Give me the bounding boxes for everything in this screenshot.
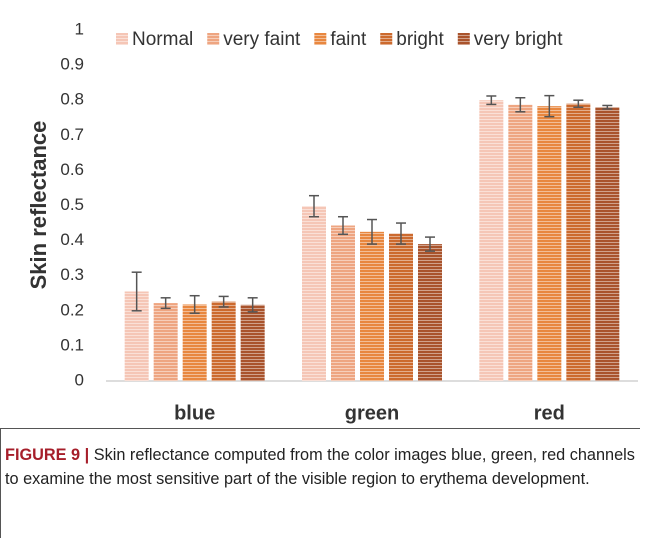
error-bar	[367, 218, 377, 245]
legend-swatch	[457, 33, 470, 45]
bar	[124, 291, 149, 381]
y-tick-label: 0	[75, 370, 84, 389]
error-bar	[160, 297, 171, 310]
y-tick-label: 0.4	[60, 230, 84, 249]
error-bar	[425, 236, 435, 252]
legend-label: bright	[396, 29, 444, 50]
error-bar	[247, 297, 258, 313]
bar	[418, 244, 442, 381]
error-bar	[218, 295, 229, 308]
bar	[360, 231, 384, 381]
y-tick-label: 0.2	[60, 300, 84, 319]
bar	[389, 233, 413, 381]
caption: FIGURE 9 | Skin reflectance computed fro…	[0, 428, 640, 538]
bar	[537, 106, 562, 382]
bar	[595, 107, 620, 381]
bar	[302, 206, 326, 381]
legend-label: Normal	[132, 29, 193, 50]
legend-label: very bright	[474, 29, 563, 50]
legend-label: very faint	[223, 29, 301, 50]
bar	[240, 304, 265, 381]
legend-label: faint	[330, 29, 367, 50]
error-bar	[131, 271, 142, 312]
bar	[182, 304, 207, 381]
error-bar	[515, 96, 526, 113]
chart: Skin reflectance 0 0.1 0.2 0.3 0.4 0.5 0.6 0.7 0…	[26, 19, 638, 424]
y-axis-label: Skin reflectance	[26, 121, 51, 290]
y-tick-label: 0.7	[60, 125, 84, 144]
error-bar	[396, 222, 406, 245]
y-tick-label: 0.1	[60, 335, 84, 354]
error-bar	[486, 95, 497, 106]
error-bar	[602, 104, 613, 110]
legend-swatch	[314, 33, 327, 45]
x-tick-label: green	[345, 402, 399, 424]
error-bar	[573, 99, 584, 108]
legend-swatch	[207, 33, 220, 45]
y-tick-label: 1	[75, 19, 84, 38]
y-tick-label: 0.5	[60, 195, 84, 214]
bar	[331, 225, 355, 381]
bar	[211, 301, 236, 381]
bar	[479, 100, 504, 381]
x-tick-label: red	[534, 402, 565, 424]
error-bar	[338, 215, 348, 236]
bar	[508, 104, 533, 381]
y-tick-label: 0.6	[60, 160, 84, 179]
y-tick-label: 0.3	[60, 265, 84, 284]
error-bar	[189, 294, 200, 315]
y-tick-label: 0.8	[60, 90, 84, 109]
legend-swatch	[116, 33, 128, 45]
legend-swatch	[380, 33, 393, 45]
caption-text: Skin reflectance computed from the color…	[5, 446, 635, 488]
y-tick-label: 0.9	[60, 55, 84, 74]
x-tick-label: blue	[174, 402, 215, 424]
error-bar	[309, 194, 319, 218]
bar	[566, 103, 591, 382]
bar	[153, 303, 178, 381]
caption-label: FIGURE 9 |	[5, 446, 90, 464]
error-bar	[544, 94, 555, 118]
